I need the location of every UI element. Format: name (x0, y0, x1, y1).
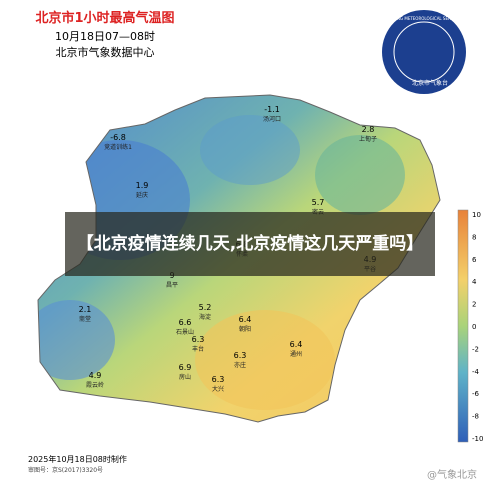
station-value: 6.4 (290, 340, 303, 349)
legend-label: 4 (472, 278, 477, 286)
legend-label: 0 (472, 323, 476, 331)
legend-label: 10 (472, 211, 481, 219)
station-value: 6.3 (234, 351, 247, 360)
station-value: 2.1 (79, 305, 92, 314)
station-name: 上甸子 (359, 135, 377, 143)
station-name: 延庆 (136, 191, 148, 199)
station-name: 汤河口 (263, 115, 281, 123)
station-name: 竞道训练1 (104, 143, 132, 151)
station-value: 6.6 (179, 318, 192, 327)
station-value: 4.9 (89, 371, 102, 380)
logo-name: 北京市气象台 (412, 79, 448, 87)
station-value: -6.8 (110, 133, 126, 142)
watermark: @气象北京 (427, 468, 477, 481)
legend-label: -8 (472, 413, 479, 421)
legend-label: 2 (472, 301, 476, 309)
made-time: 2025年10月18日08时制作 (28, 454, 127, 464)
station-name: 霞云岭 (86, 381, 104, 389)
legend-label: -10 (472, 435, 483, 443)
legend-label: -2 (472, 345, 479, 353)
station-value: 2.8 (362, 125, 375, 134)
station-name: 亦庄 (234, 361, 246, 369)
station-name: 斋堂 (79, 315, 91, 323)
banner: 【北京疫情连续几天,北京疫情这几天严重吗】 (65, 212, 435, 276)
station-name: 丰台 (192, 345, 204, 353)
time: 10月18日07—08时 (55, 30, 155, 43)
source: 北京市气象数据中心 (56, 45, 155, 59)
station-value: 1.9 (136, 181, 149, 190)
station-name: 海淀 (199, 313, 211, 321)
station-value: 6.4 (239, 315, 252, 324)
station-name: 通州 (290, 350, 302, 358)
logo-ring (393, 21, 455, 83)
legend: 10 8 6 4 2 0 -2 -4 -6 -8 -10 (472, 211, 483, 443)
logo-text: BEIJING METEOROLOGICAL SERVICE (388, 16, 460, 21)
station-name: 石景山 (176, 328, 194, 336)
station-value: -1.1 (264, 105, 280, 114)
station-name: 房山 (179, 373, 191, 381)
station-name: 朝阳 (239, 325, 251, 333)
legend-label: 6 (472, 256, 477, 264)
approval: 审图号：京S(2017)3320号 (28, 466, 103, 474)
title: 北京市1小时最高气温图 (35, 10, 174, 26)
station-value: 6.3 (212, 375, 225, 384)
station-value: 6.3 (192, 335, 205, 344)
station-name: 昌平 (166, 282, 178, 289)
legend-label: -4 (472, 368, 480, 376)
station-value: 5.7 (312, 198, 325, 207)
legend-bar (457, 209, 469, 443)
legend-label: -6 (472, 390, 480, 398)
station-name: 大兴 (212, 385, 224, 393)
legend-label: 8 (472, 233, 476, 241)
station-value: 5.2 (199, 303, 212, 312)
station-value: 6.9 (179, 363, 192, 372)
